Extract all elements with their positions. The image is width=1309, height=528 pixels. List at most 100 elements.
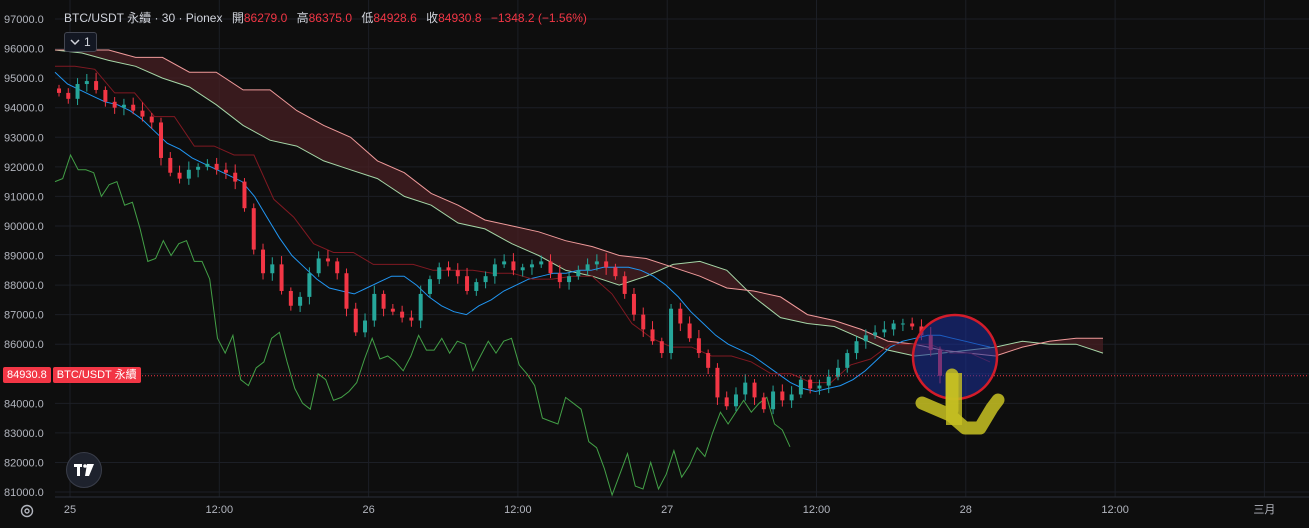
close-label: 收 — [426, 11, 439, 25]
candle — [261, 243, 266, 280]
candle — [743, 374, 748, 401]
candle — [752, 379, 757, 405]
candle — [863, 329, 868, 349]
last-price-value: 84930.8 — [3, 367, 51, 383]
tradingview-logo[interactable] — [66, 452, 102, 488]
chikou-line — [54, 153, 791, 497]
candle — [94, 72, 99, 94]
candle — [854, 336, 859, 360]
high-label: 高 — [296, 11, 309, 25]
x-tick-label: 三月 — [1253, 504, 1275, 516]
y-tick-label: 84000.0 — [4, 398, 44, 410]
x-tick-label: 12:00 — [504, 504, 532, 516]
candle — [149, 113, 154, 129]
y-tick-label: 88000.0 — [4, 280, 44, 292]
change-value: −1348.2 (−1.56%) — [490, 11, 587, 25]
candle — [492, 258, 497, 284]
candle — [455, 263, 460, 284]
candle — [826, 369, 831, 394]
tenkan-line — [54, 71, 991, 393]
candle — [557, 264, 562, 289]
candle — [84, 73, 89, 92]
candle — [344, 268, 349, 317]
candle — [353, 302, 358, 336]
x-tick-label: 27 — [661, 504, 673, 516]
indicator-legend-toggle[interactable]: 1 — [64, 32, 97, 52]
y-tick-label: 90000.0 — [4, 221, 44, 233]
candle — [724, 391, 729, 410]
y-tick-label: 91000.0 — [4, 191, 44, 203]
time-axis[interactable]: 25 12:00 26 12:00 27 12:00 28 12:00 三月 — [55, 496, 1309, 516]
candle — [427, 275, 432, 298]
candle — [131, 97, 136, 115]
candle — [196, 163, 201, 178]
candle — [733, 387, 738, 412]
candle — [891, 319, 896, 336]
candle — [678, 302, 683, 332]
candle — [418, 285, 423, 329]
candle — [335, 257, 340, 280]
candle — [798, 376, 803, 398]
candle — [446, 261, 451, 277]
candle — [465, 267, 470, 295]
y-tick-label: 95000.0 — [4, 73, 44, 85]
candle — [780, 384, 785, 407]
candle — [511, 253, 516, 276]
low-label: 低 — [361, 11, 374, 25]
y-tick-label: 92000.0 — [4, 162, 44, 174]
y-tick-label: 89000.0 — [4, 251, 44, 263]
candlesticks — [57, 72, 942, 415]
candle — [910, 317, 915, 330]
candle — [307, 267, 312, 305]
candle — [706, 349, 711, 375]
candle — [650, 321, 655, 345]
candle — [576, 265, 581, 280]
price-axis[interactable]: 97000.0 96000.0 95000.0 94000.0 93000.0 92000… — [4, 14, 44, 499]
candle — [817, 379, 822, 395]
candle — [641, 307, 646, 337]
candle — [390, 303, 395, 316]
candle — [168, 152, 173, 177]
x-tick-label: 26 — [362, 504, 374, 516]
candle — [363, 313, 368, 338]
close-value: 84930.8 — [438, 11, 482, 25]
tradingview-logo-icon — [74, 464, 94, 476]
candle — [409, 310, 414, 327]
candle — [789, 386, 794, 408]
candle — [835, 359, 840, 381]
open-label: 開 — [231, 11, 244, 25]
candle — [288, 287, 293, 311]
candle — [159, 117, 164, 166]
candle — [669, 303, 674, 360]
cloud-fill — [55, 50, 1103, 356]
indicator-count: 1 — [84, 35, 91, 49]
candle — [372, 285, 377, 327]
y-tick-label: 93000.0 — [4, 132, 44, 144]
candle — [474, 278, 479, 296]
last-price-symbol: BTC/USDT 永續 — [52, 367, 141, 383]
x-tick-label: 12:00 — [1101, 504, 1129, 516]
candle — [325, 250, 330, 267]
candle — [900, 318, 905, 332]
y-tick-label: 94000.0 — [4, 103, 44, 115]
x-tick-label: 12:00 — [206, 504, 234, 516]
candle — [121, 98, 126, 116]
symbol-title[interactable]: BTC/USDT 永續 · 30 · Pionex — [64, 11, 223, 25]
candle — [808, 374, 813, 394]
candle — [715, 363, 720, 405]
candle — [251, 203, 256, 255]
candle — [103, 86, 108, 107]
candle — [548, 254, 553, 279]
candle — [882, 321, 887, 338]
gear-icon[interactable] — [18, 502, 36, 520]
y-tick-label: 81000.0 — [4, 487, 44, 499]
candle — [400, 305, 405, 323]
candle — [57, 84, 61, 97]
candle — [214, 157, 219, 175]
annotation-arrow-stem[interactable] — [946, 373, 962, 425]
y-tick-label: 87000.0 — [4, 310, 44, 322]
candle — [529, 259, 534, 275]
user-annotation[interactable] — [911, 313, 1005, 435]
chevron-down-icon — [70, 39, 80, 46]
